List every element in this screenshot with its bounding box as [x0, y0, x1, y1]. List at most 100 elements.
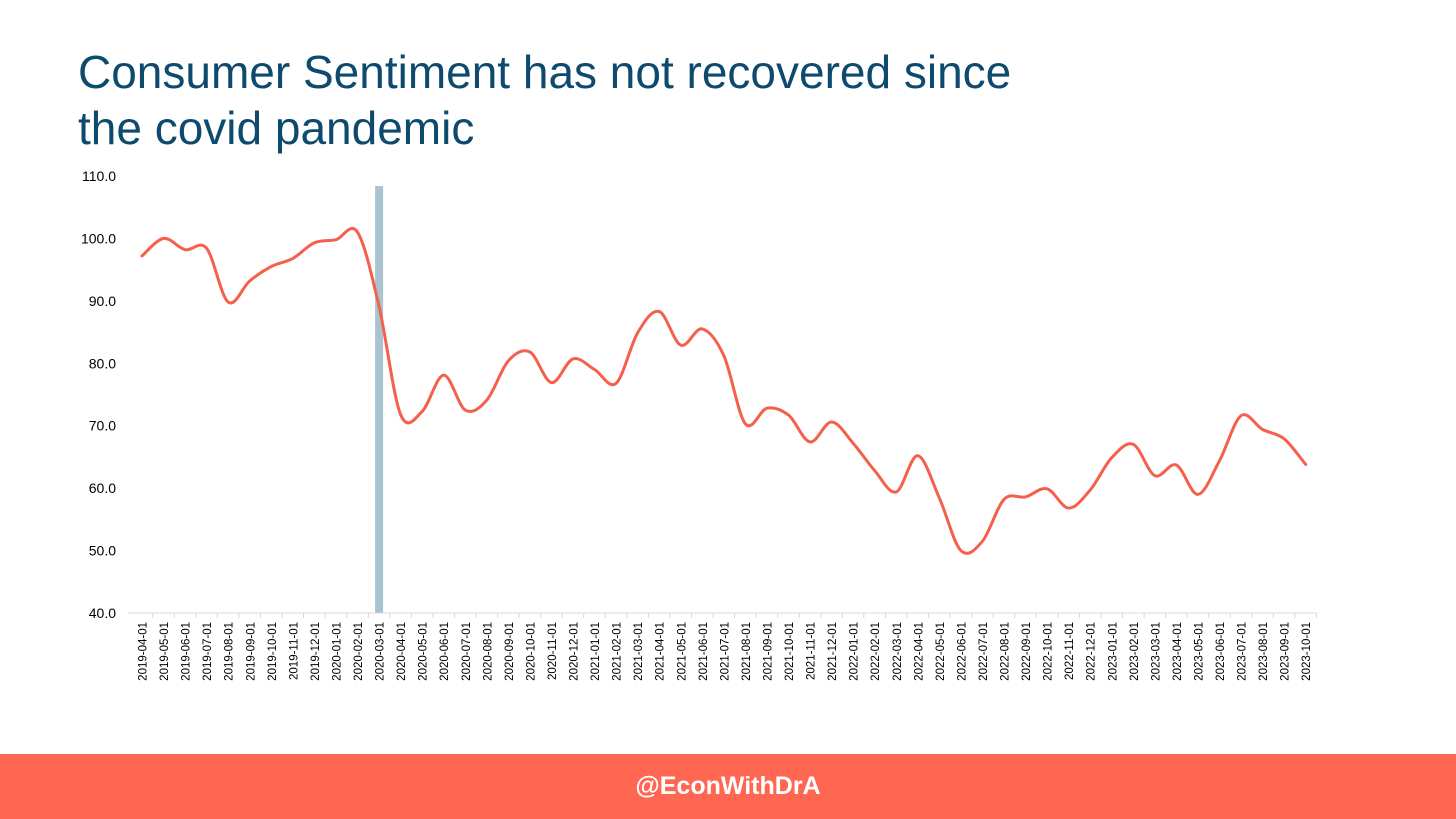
data-point: [463, 408, 467, 412]
data-point: [830, 420, 834, 424]
data-point: [312, 241, 316, 245]
x-tick-label: 2022-03-01: [892, 622, 904, 681]
x-tick-label: 2019-10-01: [267, 622, 279, 681]
x-tick-label: 2023-01-01: [1107, 622, 1119, 681]
x-tick-label: 2022-05-01: [935, 622, 947, 681]
x-tick-label: 2022-02-01: [870, 622, 882, 681]
data-point: [226, 300, 230, 304]
data-point: [205, 246, 209, 250]
data-point: [506, 359, 510, 363]
data-point: [1153, 474, 1157, 478]
x-tick-label: 2023-02-01: [1129, 622, 1141, 681]
x-tick-label: 2022-04-01: [913, 622, 925, 681]
data-point: [485, 398, 489, 402]
data-point: [356, 230, 360, 234]
x-tick-label: 2019-07-01: [202, 622, 214, 681]
consumer-sentiment-line: [140, 226, 1308, 555]
x-tick-label: 2023-10-01: [1301, 622, 1313, 681]
footer-handle: @EconWithDrA: [635, 772, 821, 800]
covid-marker-band: [375, 186, 384, 613]
x-tick-label: 2020-06-01: [439, 622, 451, 681]
x-tick-label: 2020-10-01: [525, 622, 537, 681]
data-point: [1174, 463, 1178, 467]
y-tick-label: 50.0: [89, 543, 116, 559]
data-point: [442, 373, 446, 377]
data-point: [851, 441, 855, 445]
x-tick-label: 2019-04-01: [138, 622, 150, 681]
data-point: [1024, 495, 1028, 499]
x-tick-label: 2021-12-01: [827, 622, 839, 681]
x-tick-label: 2020-05-01: [418, 622, 430, 681]
x-tick-label: 2020-01-01: [332, 622, 344, 681]
data-point: [1218, 459, 1222, 463]
x-tick-label: 2023-05-01: [1194, 622, 1206, 681]
x-tick-label: 2023-07-01: [1237, 622, 1249, 681]
data-point: [679, 343, 683, 347]
x-tick-label: 2019-11-01: [288, 622, 300, 680]
line-chart: 110.0 100.0 90.0 80.0 70.0 60.0 50.0 40.0 2019-0…: [81, 168, 1317, 681]
data-point: [614, 381, 618, 385]
data-point: [808, 440, 812, 444]
data-point: [162, 236, 166, 240]
data-point: [1304, 462, 1308, 466]
data-point: [959, 549, 963, 553]
x-tick-label: 2022-06-01: [956, 622, 968, 681]
x-tick-label: 2022-07-01: [978, 622, 990, 681]
y-tick-label: 70.0: [89, 418, 116, 434]
data-point: [1196, 492, 1200, 496]
data-point: [1239, 414, 1243, 418]
data-point: [1045, 487, 1049, 491]
data-point: [269, 265, 273, 269]
data-point: [248, 279, 252, 283]
x-tick-label: 2019-09-01: [245, 622, 257, 681]
x-tick-label: 2023-03-01: [1150, 622, 1162, 681]
data-point: [377, 305, 381, 309]
x-tick-label: 2019-12-01: [310, 622, 322, 681]
x-tick-label: 2020-02-01: [353, 622, 365, 681]
data-point: [636, 331, 640, 335]
x-tick-label: 2023-09-01: [1280, 622, 1292, 681]
x-tick-label: 2021-08-01: [741, 622, 753, 681]
y-tick-label: 90.0: [89, 293, 116, 309]
footer-banner: @EconWithDrA: [0, 754, 1456, 819]
x-tick-label: 2022-09-01: [1021, 622, 1033, 681]
x-tick-label: 2019-08-01: [224, 622, 236, 681]
data-point: [1110, 456, 1114, 460]
data-point: [894, 490, 898, 494]
x-tick-label: 2023-08-01: [1258, 622, 1270, 681]
data-point: [140, 254, 144, 258]
x-tick-label: 2022-08-01: [1000, 622, 1012, 681]
x-tick-label: 2020-12-01: [569, 622, 581, 681]
data-point: [291, 256, 295, 260]
x-tick-label: 2023-04-01: [1172, 622, 1184, 681]
x-tick-label: 2021-10-01: [784, 622, 796, 681]
data-point: [1067, 506, 1071, 510]
data-point: [334, 238, 338, 242]
x-tick-label: 2022-10-01: [1043, 622, 1055, 681]
data-point: [722, 354, 726, 358]
data-point: [1088, 488, 1092, 492]
data-point: [1002, 497, 1006, 501]
x-tick-label: 2021-07-01: [719, 622, 731, 681]
data-point: [550, 381, 554, 385]
data-point: [657, 310, 661, 314]
x-tick-label: 2020-11-01: [547, 622, 559, 680]
slide-title: Consumer Sentiment has not recovered sin…: [78, 44, 1178, 156]
x-tick-label: 2021-04-01: [655, 622, 667, 681]
x-tick-label: 2023-06-01: [1215, 622, 1227, 681]
data-point: [1261, 428, 1265, 432]
data-point: [981, 539, 985, 543]
x-tick-label: 2022-12-01: [1086, 622, 1098, 681]
slide-title-line-1: Consumer Sentiment has not recovered sin…: [78, 46, 1012, 98]
x-tick-label: 2021-02-01: [612, 622, 624, 681]
data-point: [593, 368, 597, 372]
data-point: [873, 469, 877, 473]
data-point: [420, 409, 424, 413]
x-tick-label: 2021-11-01: [806, 622, 818, 680]
data-point: [399, 413, 403, 417]
x-tick-label: 2021-03-01: [633, 622, 645, 681]
x-tick-label: 2019-05-01: [159, 622, 171, 681]
y-tick-label: 110.0: [82, 168, 116, 184]
x-tick-label: 2021-01-01: [590, 622, 602, 681]
data-point: [765, 406, 769, 410]
